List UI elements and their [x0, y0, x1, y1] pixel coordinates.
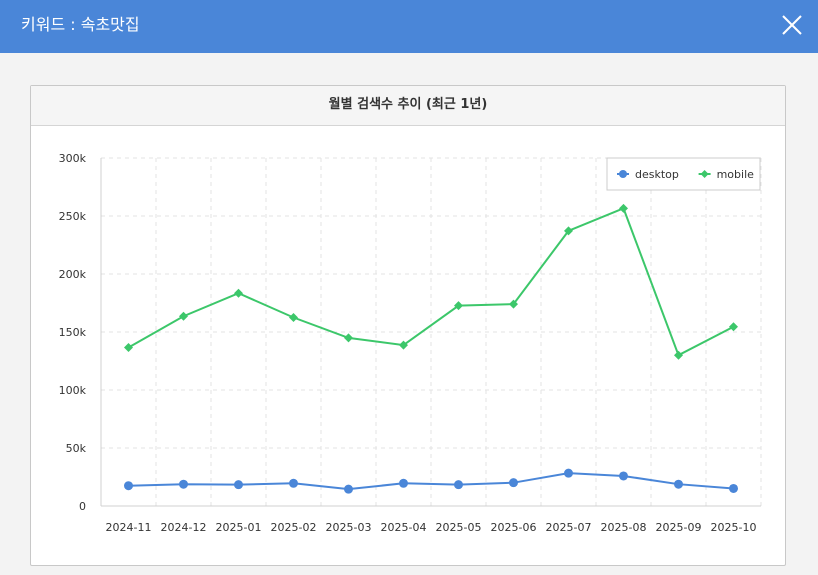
x-tick-label: 2024-12	[161, 521, 207, 534]
data-point-desktop	[234, 480, 243, 490]
y-tick-label: 300k	[59, 152, 87, 165]
legend-label-mobile: mobile	[717, 168, 755, 181]
series-mobile	[124, 203, 738, 360]
close-button[interactable]	[780, 13, 804, 37]
x-tick-label: 2025-07	[546, 521, 592, 534]
x-tick-label: 2025-02	[271, 521, 317, 534]
data-point-desktop	[509, 478, 518, 488]
data-point-mobile	[509, 299, 518, 309]
data-point-desktop	[564, 468, 573, 478]
data-point-mobile	[674, 350, 683, 360]
series-line-desktop	[128, 472, 734, 491]
data-point-desktop	[619, 471, 628, 481]
line-chart: 0 50k 100k 150k 200k 250k 300k 2024-11 2024-12 20…	[59, 152, 762, 534]
data-point-mobile	[234, 288, 243, 298]
legend-marker-mobile	[700, 170, 709, 178]
x-tick-label: 2025-05	[436, 521, 482, 534]
y-tick-label: 250k	[59, 210, 87, 223]
x-tick-label: 2025-04	[381, 521, 427, 534]
legend-box	[606, 157, 761, 191]
x-tick-label: 2025-10	[711, 521, 757, 534]
data-point-desktop	[124, 481, 133, 491]
chart-legend: desktop mobile	[606, 157, 761, 191]
data-point-desktop	[399, 478, 408, 488]
modal-header: 키워드 : 속초맛집	[0, 0, 818, 53]
chart-card: 월별 검색수 추이 (최근 1년) 0 50k 100k 150k 200k 250k 30…	[30, 85, 786, 566]
x-tick-label: 2025-06	[491, 521, 537, 534]
data-point-desktop	[674, 479, 683, 489]
legend-label-desktop: desktop	[635, 168, 679, 181]
close-icon	[782, 15, 802, 35]
data-point-mobile	[124, 343, 133, 353]
series-line-mobile	[128, 207, 734, 357]
data-point-desktop	[454, 480, 463, 490]
data-point-mobile	[179, 311, 188, 321]
data-point-mobile	[454, 301, 463, 311]
data-point-mobile	[399, 340, 408, 350]
chart-title: 월별 검색수 추이 (최근 1년)	[328, 97, 488, 112]
x-tick-label: 2024-11	[106, 521, 152, 534]
data-point-desktop	[179, 479, 188, 489]
chart-card-header: 월별 검색수 추이 (최근 1년)	[31, 86, 785, 126]
y-tick-label: 0	[79, 500, 86, 513]
data-point-mobile	[729, 322, 738, 332]
data-point-mobile	[289, 313, 298, 322]
data-point-desktop	[289, 478, 298, 488]
data-point-mobile	[344, 333, 353, 343]
data-point-mobile	[564, 226, 573, 236]
data-point-mobile	[619, 203, 628, 213]
chart-grid	[101, 157, 762, 506]
x-tick-label: 2025-03	[326, 521, 372, 534]
y-tick-label: 200k	[59, 268, 87, 281]
x-tick-label: 2025-01	[216, 521, 262, 534]
y-tick-label: 100k	[59, 384, 87, 397]
data-point-desktop	[344, 484, 353, 494]
x-tick-label: 2025-08	[601, 521, 647, 534]
x-tick-label: 2025-09	[656, 521, 702, 534]
y-tick-label: 150k	[59, 326, 87, 339]
legend-marker-desktop	[619, 170, 627, 178]
y-tick-label: 50k	[66, 442, 87, 455]
data-point-desktop	[729, 483, 738, 493]
series-desktop	[124, 468, 738, 494]
modal-title: 키워드 : 속초맛집	[21, 15, 140, 34]
